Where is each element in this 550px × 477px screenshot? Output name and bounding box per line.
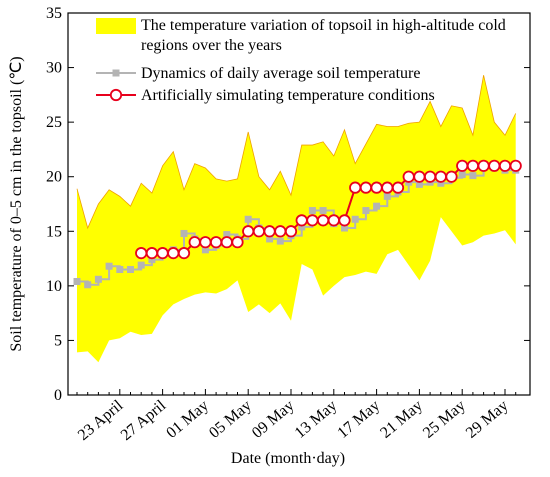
y-tick-label: 20 (46, 169, 62, 186)
legend-label-wrap: The temperature variation of topsoil in … (141, 17, 506, 54)
data-point (223, 231, 231, 239)
data-point (148, 256, 156, 264)
y-tick-label: 30 (46, 60, 62, 77)
x-tick-label: 23 April (75, 397, 127, 444)
data-point (276, 237, 284, 245)
data-point (127, 265, 134, 273)
x-tick-label: 17 May (334, 397, 383, 442)
data-point (135, 247, 148, 260)
data-point (94, 275, 102, 283)
data-point (145, 247, 158, 260)
data-point (295, 214, 308, 227)
data-point (306, 214, 319, 227)
data-point (231, 236, 244, 249)
data-point (466, 159, 479, 172)
data-point (349, 181, 362, 194)
data-point (509, 159, 522, 172)
data-point (434, 170, 447, 183)
x-axis-title: Date (month·day) (231, 450, 345, 467)
y-tick-label: 0 (54, 387, 62, 404)
data-point (188, 236, 201, 249)
legend-marker (109, 88, 123, 102)
y-tick-label: 5 (54, 332, 62, 349)
data-point (316, 214, 330, 227)
data-point (177, 247, 191, 260)
data-point (167, 247, 180, 260)
data-point (445, 170, 458, 183)
data-point (415, 180, 423, 188)
data-point (359, 181, 372, 194)
y-axis-title: Soil temperature of 0–5 cm in the topsoi… (8, 56, 25, 351)
band-upper-edge (76, 75, 517, 230)
data-point (498, 159, 512, 172)
data-point (391, 181, 405, 194)
data-point (437, 179, 445, 187)
data-point (156, 247, 169, 260)
data-point (341, 224, 348, 232)
data-point (137, 261, 145, 269)
data-point (456, 159, 469, 172)
x-tick-label: 13 May (292, 397, 341, 442)
data-point (351, 215, 359, 223)
y-tick-label: 35 (46, 5, 62, 22)
data-point (242, 225, 255, 238)
data-point (488, 159, 501, 172)
x-tick-label: 05 May (206, 397, 255, 442)
data-point (469, 172, 477, 180)
data-point (116, 265, 124, 273)
legend-label: Dynamics of daily average soil temperatu… (141, 65, 420, 82)
data-point (381, 181, 394, 194)
x-tick-label: 27 April (118, 397, 170, 444)
legend-marker (112, 69, 120, 77)
data-point (319, 207, 327, 215)
data-point (263, 225, 276, 238)
legend-label: Artificially simulating temperature cond… (141, 87, 435, 104)
data-point (284, 225, 298, 238)
y-tick-label: 10 (46, 278, 62, 295)
y-tick-label: 15 (46, 223, 62, 240)
legend-label: The temperature variation of topsoil in … (141, 17, 506, 54)
data-point (423, 170, 437, 183)
data-point (458, 171, 466, 179)
data-point (84, 281, 92, 289)
data-point (210, 236, 223, 249)
x-tick-label: 01 May (163, 397, 212, 442)
x-tick-label: 09 May (249, 397, 298, 442)
data-point (73, 277, 81, 285)
data-point (373, 202, 381, 210)
data-point (105, 262, 113, 270)
x-tick-label: 25 May (420, 397, 469, 442)
data-point (252, 225, 265, 238)
y-tick-label: 25 (46, 114, 62, 131)
data-point (180, 229, 188, 237)
data-point (370, 181, 383, 194)
data-point (413, 170, 426, 183)
data-point (274, 225, 287, 238)
data-point (402, 170, 415, 183)
data-point (220, 236, 233, 249)
data-point (201, 246, 209, 254)
legend-swatch (96, 18, 136, 34)
data-point (199, 236, 212, 249)
data-point (338, 214, 351, 227)
x-tick-label: 29 May (463, 397, 512, 442)
data-point (308, 207, 316, 215)
data-point (327, 214, 340, 227)
data-point (383, 192, 391, 200)
data-point (266, 235, 274, 243)
data-point (298, 223, 306, 231)
data-point (362, 207, 370, 215)
data-point (477, 159, 490, 172)
data-point (244, 215, 252, 223)
x-tick-label: 21 May (377, 397, 426, 442)
plot-frame (67, 12, 531, 396)
